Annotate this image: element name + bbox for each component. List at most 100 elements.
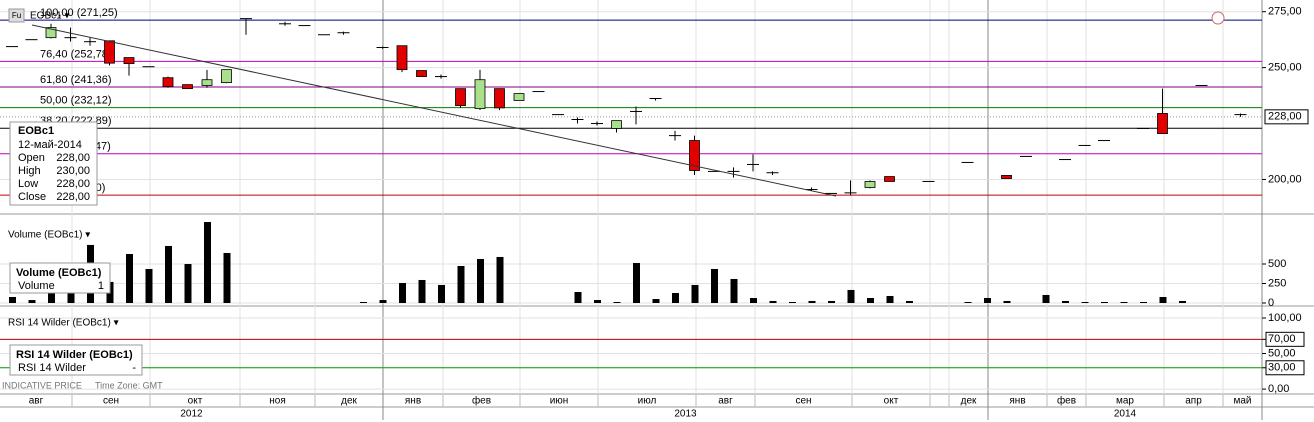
clock-icon [1211, 11, 1225, 25]
trend-line [31, 24, 837, 197]
y-tick-label: 50,00 [1268, 347, 1296, 359]
volume-bar [808, 300, 816, 303]
candle-body [221, 69, 232, 84]
fib-label: 50,00 (232,12) [40, 95, 112, 107]
candle-body [182, 84, 193, 90]
volume-bar [1159, 296, 1167, 303]
month-label: мар [1116, 396, 1134, 407]
month-label: июл [638, 396, 657, 407]
y-tick-label: 500 [1268, 258, 1286, 270]
volume-bar [828, 300, 835, 303]
y-tick-label: 275,00 [1268, 6, 1302, 18]
volume-bar [457, 266, 465, 303]
volume-bar [594, 300, 601, 303]
month-label: сен [103, 396, 119, 407]
volume-bar [184, 263, 192, 303]
month-label: май [1233, 396, 1251, 407]
month-label: янв [1009, 396, 1025, 407]
volume-bar [691, 284, 699, 303]
month-label: фев [1057, 395, 1076, 407]
candle-body [513, 93, 525, 101]
volume-bar [711, 268, 718, 303]
candle-body [396, 45, 408, 71]
month-label: дек [961, 396, 977, 407]
icon-label: Fu [12, 11, 21, 20]
info-key: Low [18, 178, 38, 190]
y-tick-label: 70,00 [1268, 333, 1296, 345]
volume-bar [379, 300, 387, 303]
volume-bar [28, 300, 36, 303]
year-label: 2014 [1114, 409, 1137, 420]
info-date: 12-май-2014 [18, 139, 82, 151]
info-value: 1 [98, 280, 104, 292]
info-value: 228,00 [56, 191, 90, 203]
y-tick-label: 0 [1268, 297, 1274, 309]
timezone-label: Time Zone: GMT [95, 380, 163, 390]
panel-title: Volume (EOBc1) ▾ [8, 230, 90, 241]
panel-title: EOBc1 ▾ [30, 11, 69, 22]
info-key: High [18, 165, 41, 177]
volume-bar [964, 301, 972, 303]
candle-body [611, 120, 622, 129]
info-box [9, 121, 98, 206]
candle-body [104, 40, 115, 64]
volume-bar [1179, 300, 1186, 303]
info-title: Volume (EOBc1) [16, 267, 102, 279]
fib-label: 100,00 (271,25) [40, 7, 118, 19]
info-box [9, 262, 111, 294]
info-symbol: EOBc1 [18, 125, 54, 137]
month-label: апр [1185, 396, 1202, 407]
marks [6, 18, 1247, 303]
month-label: авг [29, 396, 44, 407]
fib-label: 76,40 (252,78) [40, 48, 112, 60]
volume-bar [672, 293, 679, 303]
volume-bar [496, 256, 504, 303]
volume-bar [223, 252, 231, 303]
month-label: янв [405, 396, 421, 407]
y-tick-label: 100,00 [1268, 312, 1302, 324]
volume-bar [360, 301, 367, 303]
y-tick-label: 200,00 [1268, 173, 1302, 185]
volume-bar [789, 301, 796, 303]
month-label: авг [718, 396, 733, 407]
candle-body [1001, 175, 1012, 179]
symbol-icon [8, 8, 25, 23]
last-price-label: 228,00 [1268, 111, 1302, 123]
month-label: окт [884, 396, 899, 407]
month-label: фев [472, 395, 491, 407]
volume-bar [438, 284, 445, 303]
candle-body [494, 88, 505, 109]
info-key: RSI 14 Wilder [18, 362, 86, 374]
volume-bar [126, 253, 133, 303]
y-tick-label: 250 [1268, 277, 1286, 289]
volume-bar [165, 245, 172, 303]
volume-bar [145, 268, 153, 303]
panel-title: RSI 14 Wilder (EOBc1) ▾ [8, 318, 119, 329]
volume-bar [730, 278, 738, 303]
volume-bar [847, 289, 855, 303]
volume-bar [652, 299, 660, 303]
volume-bar [1101, 301, 1108, 303]
candle-body [416, 70, 427, 77]
month-label: ноя [269, 396, 286, 407]
info-key: Open [18, 152, 45, 164]
y-tick-label: 0,00 [1268, 383, 1289, 395]
volume-bar [1120, 301, 1128, 303]
info-key: Volume [18, 280, 55, 292]
candle-body [864, 181, 876, 188]
tick-box [1265, 360, 1305, 376]
last-price-box [1264, 109, 1309, 125]
tick-box [1265, 331, 1305, 347]
candle-body [455, 88, 466, 107]
volume-bar [399, 283, 406, 303]
volume-bar [1140, 301, 1147, 303]
volume-bar [9, 296, 16, 303]
volume-bar [750, 298, 757, 303]
y-tick-label: 30,00 [1268, 362, 1296, 374]
volume-bar [633, 262, 640, 303]
info-title: RSI 14 Wilder (EOBc1) [16, 349, 133, 361]
info-value: 230,00 [56, 165, 90, 177]
candle-body [162, 77, 174, 88]
volume-bar [1003, 300, 1011, 303]
